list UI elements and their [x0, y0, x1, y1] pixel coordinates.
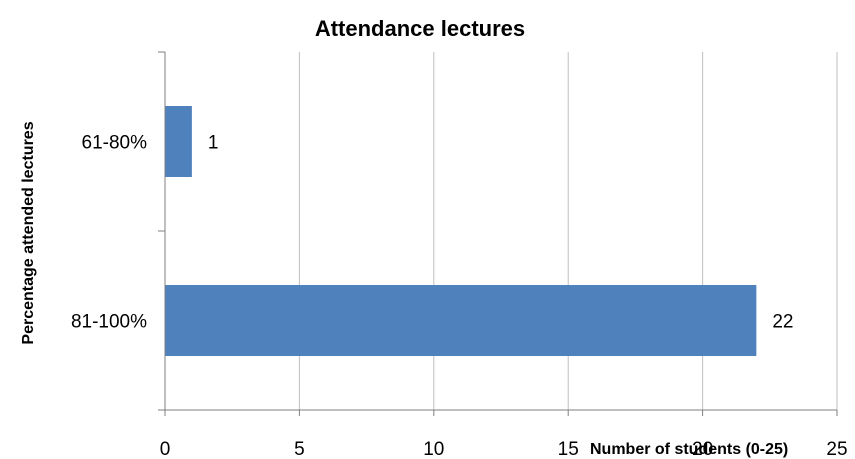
category-label: 81-100% [71, 312, 147, 333]
x-tick-label: 25 [826, 439, 847, 459]
data-labels: 1 22 [208, 133, 794, 333]
tick-labels: 0 5 10 15 20 25 [160, 439, 848, 459]
y-axis-title: Percentage attended lectures [20, 121, 37, 344]
x-tick-label: 10 [423, 439, 444, 459]
x-tick-label: 15 [558, 439, 579, 459]
data-label: 22 [772, 312, 793, 333]
bar-81-100% [165, 285, 757, 356]
x-tick-label: 5 [294, 439, 305, 459]
bar-61-80% [165, 106, 192, 177]
gridlines [298, 52, 838, 410]
chart-title: Attendance lectures [315, 16, 525, 41]
category-labels: 61-80% 81-100% [71, 133, 147, 333]
bars [165, 106, 757, 356]
category-label: 61-80% [82, 133, 148, 154]
data-label: 1 [208, 133, 219, 154]
x-axis-title: Number of students (0-25) [590, 441, 788, 458]
axes [158, 51, 838, 416]
x-tick-label: 0 [160, 439, 171, 459]
x-tick-label: 20 [692, 439, 713, 459]
